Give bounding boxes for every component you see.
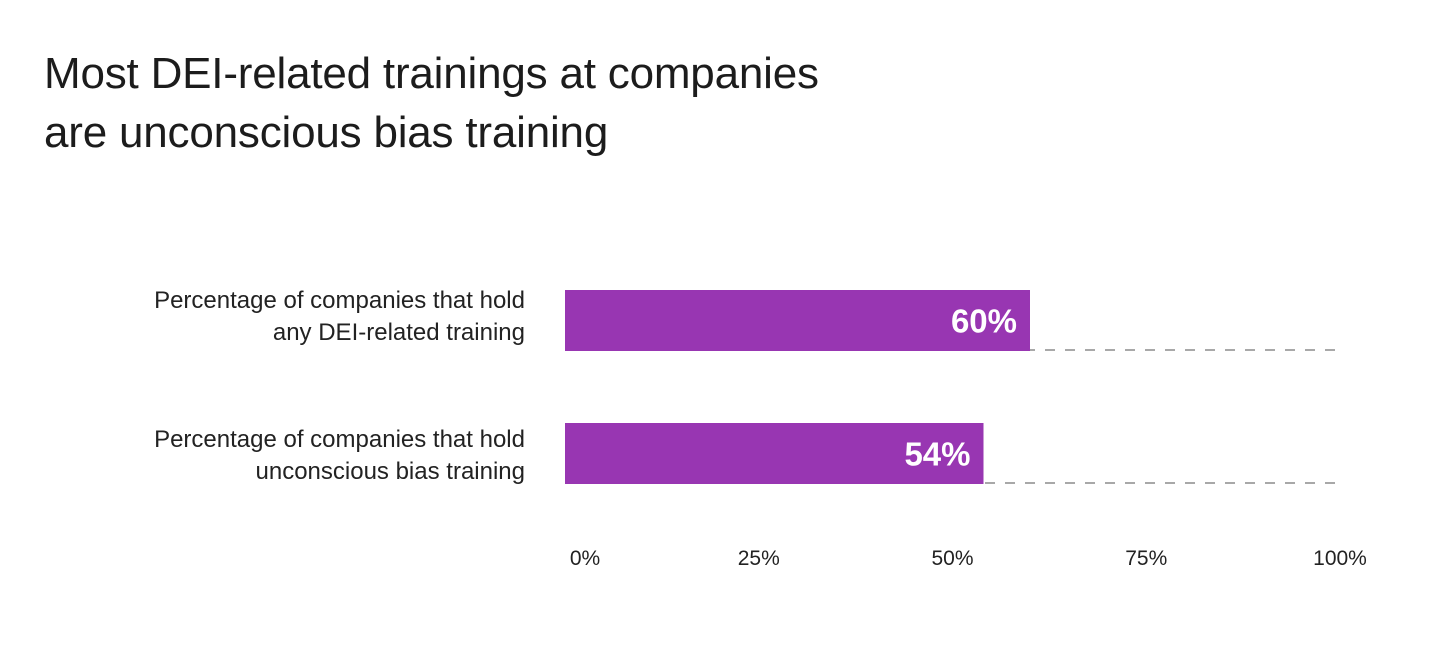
x-tick-label: 100% [1313,547,1367,570]
category-label-line: unconscious bias training [255,458,526,485]
bar-value-label: 54% [904,436,970,473]
bar [565,423,984,484]
bar-value-label: 60% [951,303,1017,340]
category-label-unconscious-bias-training: Percentage of companies that hold uncons… [65,424,525,488]
chart-title-line-1: Most DEI-related trainings at companies [44,49,819,98]
x-tick-label: 0% [570,547,600,570]
category-label-line: Percentage of companies that hold [154,426,525,453]
category-label-any-dei-training: Percentage of companies that hold any DE… [65,285,525,349]
x-tick-label: 50% [931,547,973,570]
x-tick-label: 25% [738,547,780,570]
category-label-line: any DEI-related training [272,319,525,346]
chart-title: Most DEI-related trainings at companies … [44,44,944,162]
category-label-line: Percentage of companies that hold [154,287,525,314]
chart-title-line-2: are unconscious bias training [44,108,609,157]
x-tick-label: 75% [1125,547,1167,570]
bar [565,290,1030,351]
